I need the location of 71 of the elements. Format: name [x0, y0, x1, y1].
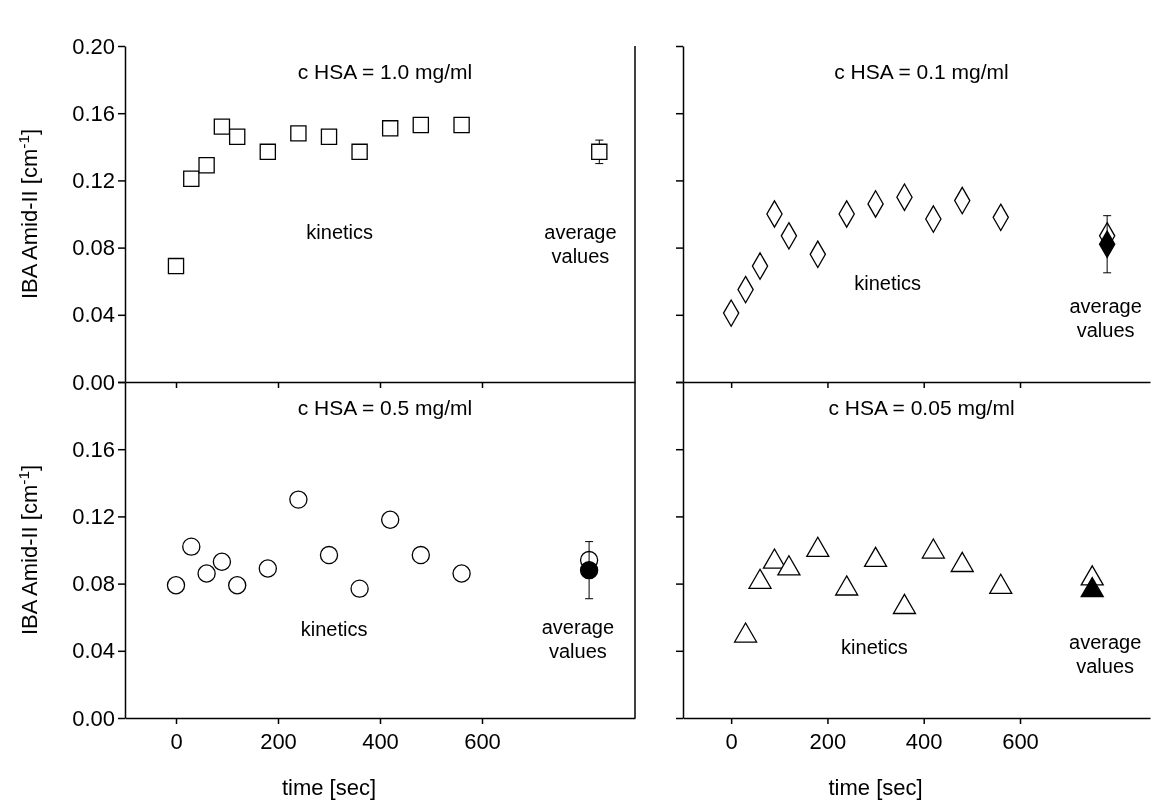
point	[320, 128, 338, 145]
x-tick-label: 200	[809, 729, 847, 754]
point	[591, 143, 608, 161]
x-axis-title: time [sec]	[281, 775, 377, 800]
x-tick-label: 200	[260, 729, 297, 754]
point	[166, 576, 186, 595]
x-tick-label: 0	[725, 729, 738, 754]
y-tick-label: 0.04	[72, 302, 115, 328]
y-tick-label: 0.08	[72, 571, 115, 597]
annotation: kinetics	[841, 636, 908, 659]
point	[835, 575, 859, 596]
annotation: kinetics	[306, 221, 374, 244]
y-tick-label: 0.04	[72, 638, 115, 664]
point	[381, 120, 399, 137]
text: c HSA = 0.1 mg/ml	[834, 60, 1009, 83]
text: c HSA = 0.05 mg/ml	[828, 396, 1015, 419]
point	[1080, 576, 1104, 598]
point	[412, 116, 430, 134]
x-tick-label: 0	[170, 729, 183, 754]
point	[380, 510, 400, 529]
point	[227, 576, 247, 595]
y-tick-label: 0.16	[72, 100, 115, 126]
y-tick-label: 0.16	[72, 436, 115, 462]
point	[863, 546, 888, 568]
point	[806, 536, 830, 558]
point	[351, 143, 368, 161]
point	[950, 551, 974, 573]
text: c HSA = 0.5 mg/ml	[297, 396, 473, 419]
point	[733, 622, 758, 643]
point	[989, 573, 1013, 594]
point	[452, 564, 471, 583]
point	[748, 568, 772, 589]
point	[921, 538, 946, 559]
annotation: average values	[541, 616, 615, 663]
point	[212, 552, 232, 571]
point	[411, 545, 431, 565]
point	[259, 143, 277, 161]
point	[198, 157, 215, 174]
point	[319, 545, 339, 565]
annotation: average values	[1069, 295, 1142, 342]
point	[182, 537, 201, 556]
x-tick-label: 400	[905, 729, 943, 754]
text: c HSA = 1.0 mg/ml	[297, 60, 473, 83]
y-tick-label: 0.00	[72, 369, 115, 395]
y-tick-label: 0.08	[72, 235, 115, 261]
point	[258, 559, 278, 578]
point	[167, 257, 185, 275]
y-tick-label: 0.12	[72, 503, 115, 529]
point	[290, 125, 307, 142]
y-tick-label: 0.00	[72, 705, 115, 731]
point	[350, 579, 369, 598]
point	[228, 128, 246, 145]
point	[213, 118, 231, 135]
annotation: average values	[1069, 631, 1142, 678]
point	[892, 593, 917, 615]
y-tick-label: 0.20	[72, 33, 115, 59]
annotation: kinetics	[300, 617, 368, 640]
x-tick-label: 600	[464, 729, 501, 754]
x-tick-label: 400	[362, 729, 399, 754]
annotation: average values	[544, 221, 617, 268]
x-tick-label: 600	[1002, 729, 1039, 754]
y-tick-label: 0.12	[72, 167, 115, 193]
point	[453, 116, 470, 134]
x-axis-title: time [sec]	[828, 775, 923, 800]
annotation: kinetics	[854, 271, 921, 294]
point	[777, 555, 801, 576]
point	[579, 560, 599, 580]
point	[197, 564, 216, 583]
point	[762, 548, 787, 569]
point	[183, 170, 200, 187]
point	[289, 490, 308, 509]
